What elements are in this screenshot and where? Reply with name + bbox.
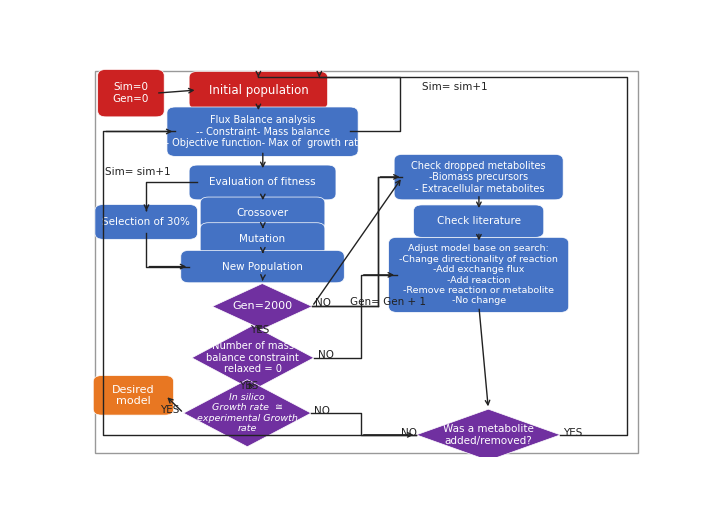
Text: YES: YES [563,428,583,438]
Text: Selection of 30%: Selection of 30% [102,217,190,227]
Text: YES: YES [160,405,179,415]
Polygon shape [192,325,314,390]
FancyBboxPatch shape [95,205,197,240]
Text: Sim=0
Gen=0: Sim=0 Gen=0 [113,83,149,104]
Text: Number of mass
balance constraint
relaxed = 0: Number of mass balance constraint relaxe… [207,341,300,374]
Text: New Population: New Population [222,262,303,271]
FancyBboxPatch shape [413,205,543,238]
Polygon shape [212,284,312,329]
FancyBboxPatch shape [181,250,345,283]
Text: Sim= sim+1: Sim= sim+1 [422,82,488,92]
Text: Check dropped metabolites
-Biomass precursors
 - Extracellular metabolites: Check dropped metabolites -Biomass precu… [411,161,546,194]
Text: Gen=2000: Gen=2000 [232,302,292,311]
Polygon shape [184,380,311,447]
Text: NO: NO [317,350,334,360]
FancyBboxPatch shape [200,223,325,255]
Polygon shape [416,409,561,461]
FancyBboxPatch shape [189,71,327,109]
Text: Adjust model base on search:
-Change directionality of reaction
-Add exchange fl: Adjust model base on search: -Change dir… [399,244,558,305]
FancyBboxPatch shape [389,238,568,312]
FancyBboxPatch shape [394,154,563,200]
Text: YES: YES [250,325,269,335]
Text: Desired
model: Desired model [112,385,154,406]
FancyBboxPatch shape [98,69,164,117]
Text: Was a metabolite
added/removed?: Was a metabolite added/removed? [443,424,534,446]
Text: YES: YES [240,381,259,391]
Text: Evaluation of fitness: Evaluation of fitness [209,177,316,187]
Text: Check literature: Check literature [437,216,521,226]
Text: NO: NO [315,298,332,307]
Text: Crossover: Crossover [237,208,289,218]
FancyBboxPatch shape [167,107,358,156]
FancyBboxPatch shape [200,197,325,229]
FancyBboxPatch shape [189,165,336,200]
Text: NO: NO [315,406,330,416]
Text: Initial population: Initial population [209,84,308,96]
FancyBboxPatch shape [93,376,174,415]
Text: In silico
Growth rate  ≅
experimental Growth
rate: In silico Growth rate ≅ experimental Gro… [197,393,297,433]
Text: Gen= Gen + 1: Gen= Gen + 1 [350,297,426,307]
Text: Mutation: Mutation [240,234,285,244]
Text: Flux Balance analysis
-- Constraint- Mass balance
-- Objective function- Max of : Flux Balance analysis -- Constraint- Mas… [162,115,363,148]
FancyBboxPatch shape [95,71,638,452]
Text: Sim= sim+1: Sim= sim+1 [105,167,170,177]
Text: NO: NO [401,428,418,438]
